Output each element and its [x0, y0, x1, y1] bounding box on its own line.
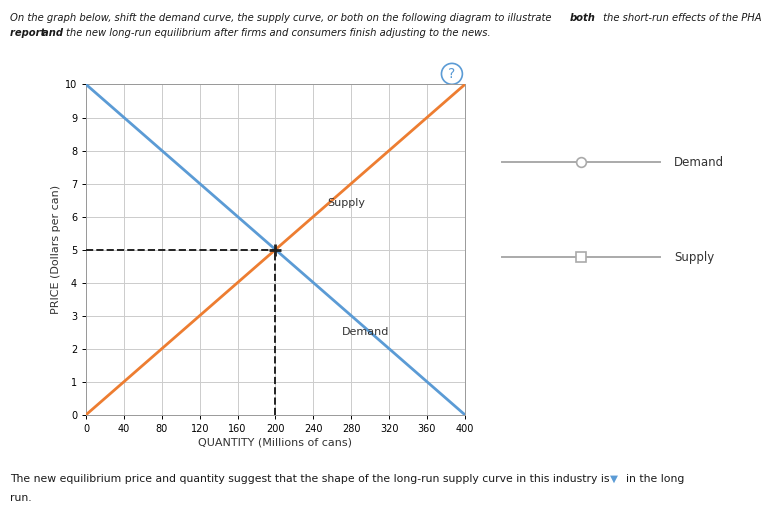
Text: Demand: Demand — [674, 156, 724, 169]
Text: ▼: ▼ — [610, 474, 618, 484]
Text: Supply: Supply — [674, 251, 714, 264]
Text: both: both — [570, 13, 596, 23]
Text: report: report — [10, 28, 49, 38]
Y-axis label: PRICE (Dollars per can): PRICE (Dollars per can) — [50, 185, 61, 314]
Text: ?: ? — [448, 67, 456, 81]
Text: run.: run. — [10, 493, 31, 503]
Text: Demand: Demand — [341, 327, 389, 337]
Text: the short-run effects of the PHAC’s: the short-run effects of the PHAC’s — [600, 13, 762, 23]
Text: On the graph below, shift the demand curve, the supply curve, or both on the fol: On the graph below, shift the demand cur… — [10, 13, 555, 23]
Text: in the long: in the long — [626, 474, 684, 484]
Text: and: and — [42, 28, 66, 38]
Text: the new long-run equilibrium after firms and consumers finish adjusting to the n: the new long-run equilibrium after firms… — [66, 28, 490, 38]
X-axis label: QUANTITY (Millions of cans): QUANTITY (Millions of cans) — [198, 438, 353, 448]
Text: Supply: Supply — [328, 198, 366, 208]
Text: The new equilibrium price and quantity suggest that the shape of the long-run su: The new equilibrium price and quantity s… — [10, 474, 610, 484]
